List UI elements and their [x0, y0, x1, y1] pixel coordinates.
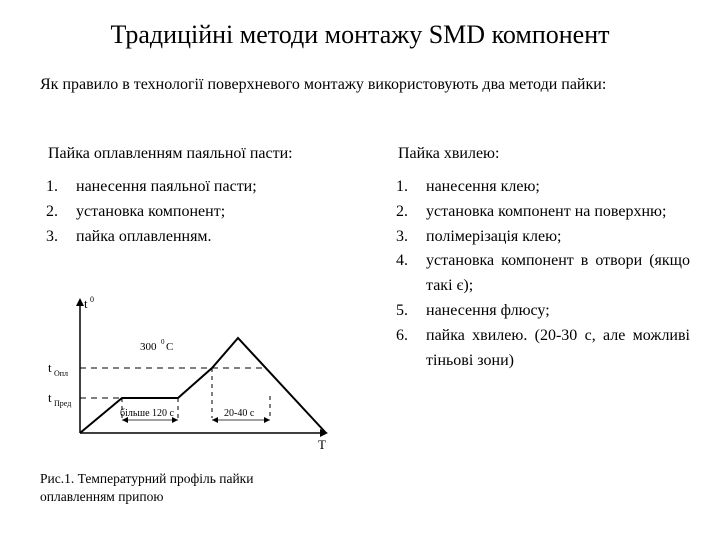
left-subtitle: Пайка оплавленням паяльної пасти:: [48, 145, 350, 163]
list-item: установка компонент;: [62, 200, 350, 225]
svg-text:більше 120 с: більше 120 с: [120, 408, 175, 419]
page-title: Традиційні методи монтажу SMD компонент: [0, 20, 720, 50]
chart-container: t0TtОплtПред3000Cбільше 120 с20-40 с Рис…: [40, 288, 360, 505]
svg-text:Пред: Пред: [54, 399, 71, 408]
list-item: полімерізація клею;: [412, 225, 690, 250]
slide: Традиційні методи монтажу SMD компонент …: [0, 0, 720, 540]
column-right: Пайка хвилею: нанесення клею; установка …: [390, 145, 690, 373]
list-item: установка компонент в отвори (якщо такі …: [412, 249, 690, 299]
left-steps: нанесення паяльної пасти; установка комп…: [40, 175, 350, 249]
svg-text:C: C: [166, 341, 173, 353]
list-item: нанесення паяльної пасти;: [62, 175, 350, 200]
list-item: нанесення флюсу;: [412, 299, 690, 324]
right-steps: нанесення клею; установка компонент на п…: [390, 175, 690, 373]
list-item: пайка хвилею. (20-30 с, але можливі тінь…: [412, 324, 690, 374]
svg-text:300: 300: [140, 341, 157, 353]
intro-text: Як правило в технології поверхневого мон…: [40, 75, 708, 96]
svg-text:20-40 с: 20-40 с: [224, 408, 255, 419]
right-subtitle: Пайка хвилею:: [398, 145, 690, 163]
chart-caption: Рис.1. Температурний профіль пайки оплав…: [40, 470, 300, 505]
svg-text:t: t: [48, 360, 52, 375]
svg-text:t: t: [84, 296, 88, 311]
list-item: установка компонент на поверхню;: [412, 200, 690, 225]
svg-text:Опл: Опл: [54, 369, 68, 378]
column-left: Пайка оплавленням паяльної пасти: нанесе…: [40, 145, 350, 249]
temperature-profile-chart: t0TtОплtПред3000Cбільше 120 с20-40 с: [40, 288, 350, 468]
svg-text:0: 0: [90, 295, 94, 304]
svg-text:0: 0: [161, 338, 165, 346]
list-item: нанесення клею;: [412, 175, 690, 200]
svg-text:T: T: [318, 437, 326, 452]
svg-text:t: t: [48, 390, 52, 405]
list-item: пайка оплавленням.: [62, 225, 350, 250]
